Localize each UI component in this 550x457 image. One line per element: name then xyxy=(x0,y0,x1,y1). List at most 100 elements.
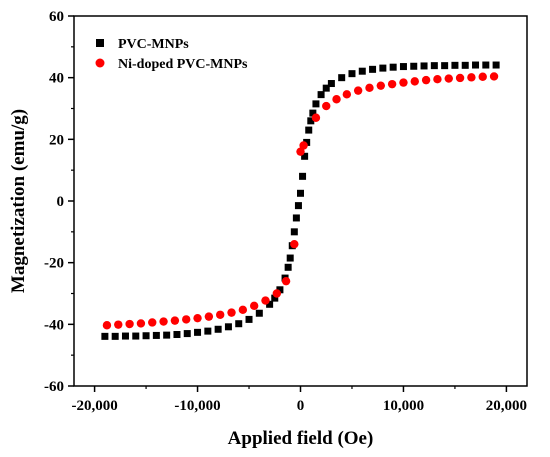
data-point xyxy=(224,323,232,331)
data-point xyxy=(311,113,321,122)
data-point xyxy=(142,332,150,340)
data-point xyxy=(451,61,459,69)
data-point xyxy=(322,84,330,92)
data-point xyxy=(332,95,341,104)
data-point xyxy=(132,332,140,340)
data-point xyxy=(365,83,374,93)
data-point xyxy=(249,301,259,311)
data-point xyxy=(301,152,309,160)
data-point xyxy=(305,126,313,134)
data-point xyxy=(441,62,449,70)
data-point xyxy=(433,75,442,84)
data-point xyxy=(286,254,294,262)
data-point xyxy=(399,78,408,87)
legend-label: PVC-MNPs xyxy=(118,37,189,52)
data-point xyxy=(114,320,123,329)
data-point xyxy=(327,80,335,88)
x-axis-title: Applied field (Oe) xyxy=(228,428,374,449)
data-point xyxy=(421,75,431,85)
data-point xyxy=(430,62,438,70)
data-point xyxy=(159,317,168,326)
y-axis: -60 -40 -20 0 20 40 60 xyxy=(44,9,74,395)
data-point xyxy=(297,189,304,197)
data-point xyxy=(272,289,282,298)
data-point xyxy=(389,63,397,71)
data-point xyxy=(183,330,191,338)
data-point xyxy=(163,331,171,339)
data-point xyxy=(482,61,490,69)
x-axis: -20,000 -10,000 0 10,000 20,000 xyxy=(71,386,527,414)
data-point xyxy=(420,62,428,70)
legend-marker xyxy=(96,39,104,47)
data-point xyxy=(281,276,291,286)
data-point xyxy=(148,318,157,327)
data-point xyxy=(444,74,453,83)
y-tick-label: 0 xyxy=(57,194,65,210)
data-point xyxy=(235,320,243,328)
data-point xyxy=(152,331,160,339)
data-point xyxy=(294,202,302,210)
data-point xyxy=(102,321,112,330)
data-point xyxy=(284,263,292,271)
data-point xyxy=(307,117,315,125)
y-tick-label: 40 xyxy=(49,71,64,87)
data-point xyxy=(410,62,418,70)
data-point xyxy=(125,319,134,329)
data-point xyxy=(303,138,311,146)
data-point xyxy=(292,214,300,222)
data-point xyxy=(182,315,191,324)
data-point xyxy=(173,331,181,339)
data-point xyxy=(338,74,346,82)
y-tick-label: 20 xyxy=(49,132,64,148)
data-point xyxy=(111,332,119,340)
data-point xyxy=(312,100,320,108)
data-point xyxy=(276,286,284,294)
data-point xyxy=(204,327,212,335)
y-tick-label: -20 xyxy=(44,256,64,272)
y-tick-label: 60 xyxy=(49,9,64,25)
series-pvc-mnps xyxy=(101,61,500,340)
legend: PVC-MNPs Ni-doped PVC-MNPs xyxy=(95,37,248,72)
data-point xyxy=(290,228,298,236)
y-tick-label: -60 xyxy=(44,379,64,395)
data-point xyxy=(255,309,263,317)
data-point xyxy=(467,73,476,82)
data-point xyxy=(309,109,317,117)
data-point xyxy=(194,328,202,336)
data-point xyxy=(238,305,248,315)
y-tick-label: -40 xyxy=(44,317,64,333)
series-ni-doped-pvc-mnps xyxy=(102,72,499,330)
data-point xyxy=(271,294,279,302)
data-point xyxy=(478,72,487,81)
x-tick-label: 20,000 xyxy=(486,398,527,414)
data-point xyxy=(353,86,363,95)
data-point xyxy=(376,81,386,90)
data-point xyxy=(193,313,202,323)
data-point xyxy=(399,63,407,71)
data-point xyxy=(266,300,274,308)
data-point xyxy=(387,79,397,89)
data-point xyxy=(492,61,500,69)
x-tick-label: 0 xyxy=(297,398,305,414)
plot-area xyxy=(101,61,500,340)
data-point xyxy=(489,72,499,81)
data-point xyxy=(136,319,146,328)
data-point xyxy=(299,141,308,150)
data-point xyxy=(410,77,419,86)
data-point xyxy=(214,325,222,333)
data-point xyxy=(379,64,387,72)
data-point xyxy=(317,91,325,99)
data-point xyxy=(215,310,225,319)
data-point xyxy=(170,316,180,325)
data-point xyxy=(358,67,366,75)
legend-label: Ni-doped PVC-MNPs xyxy=(118,57,248,72)
data-point xyxy=(261,296,270,305)
data-point xyxy=(227,308,236,317)
legend-marker xyxy=(95,58,105,68)
x-tick-label: -10,000 xyxy=(174,398,220,414)
data-point xyxy=(348,70,356,78)
data-point xyxy=(299,172,307,180)
data-point xyxy=(342,90,352,99)
x-tick-label: -20,000 xyxy=(71,398,117,414)
